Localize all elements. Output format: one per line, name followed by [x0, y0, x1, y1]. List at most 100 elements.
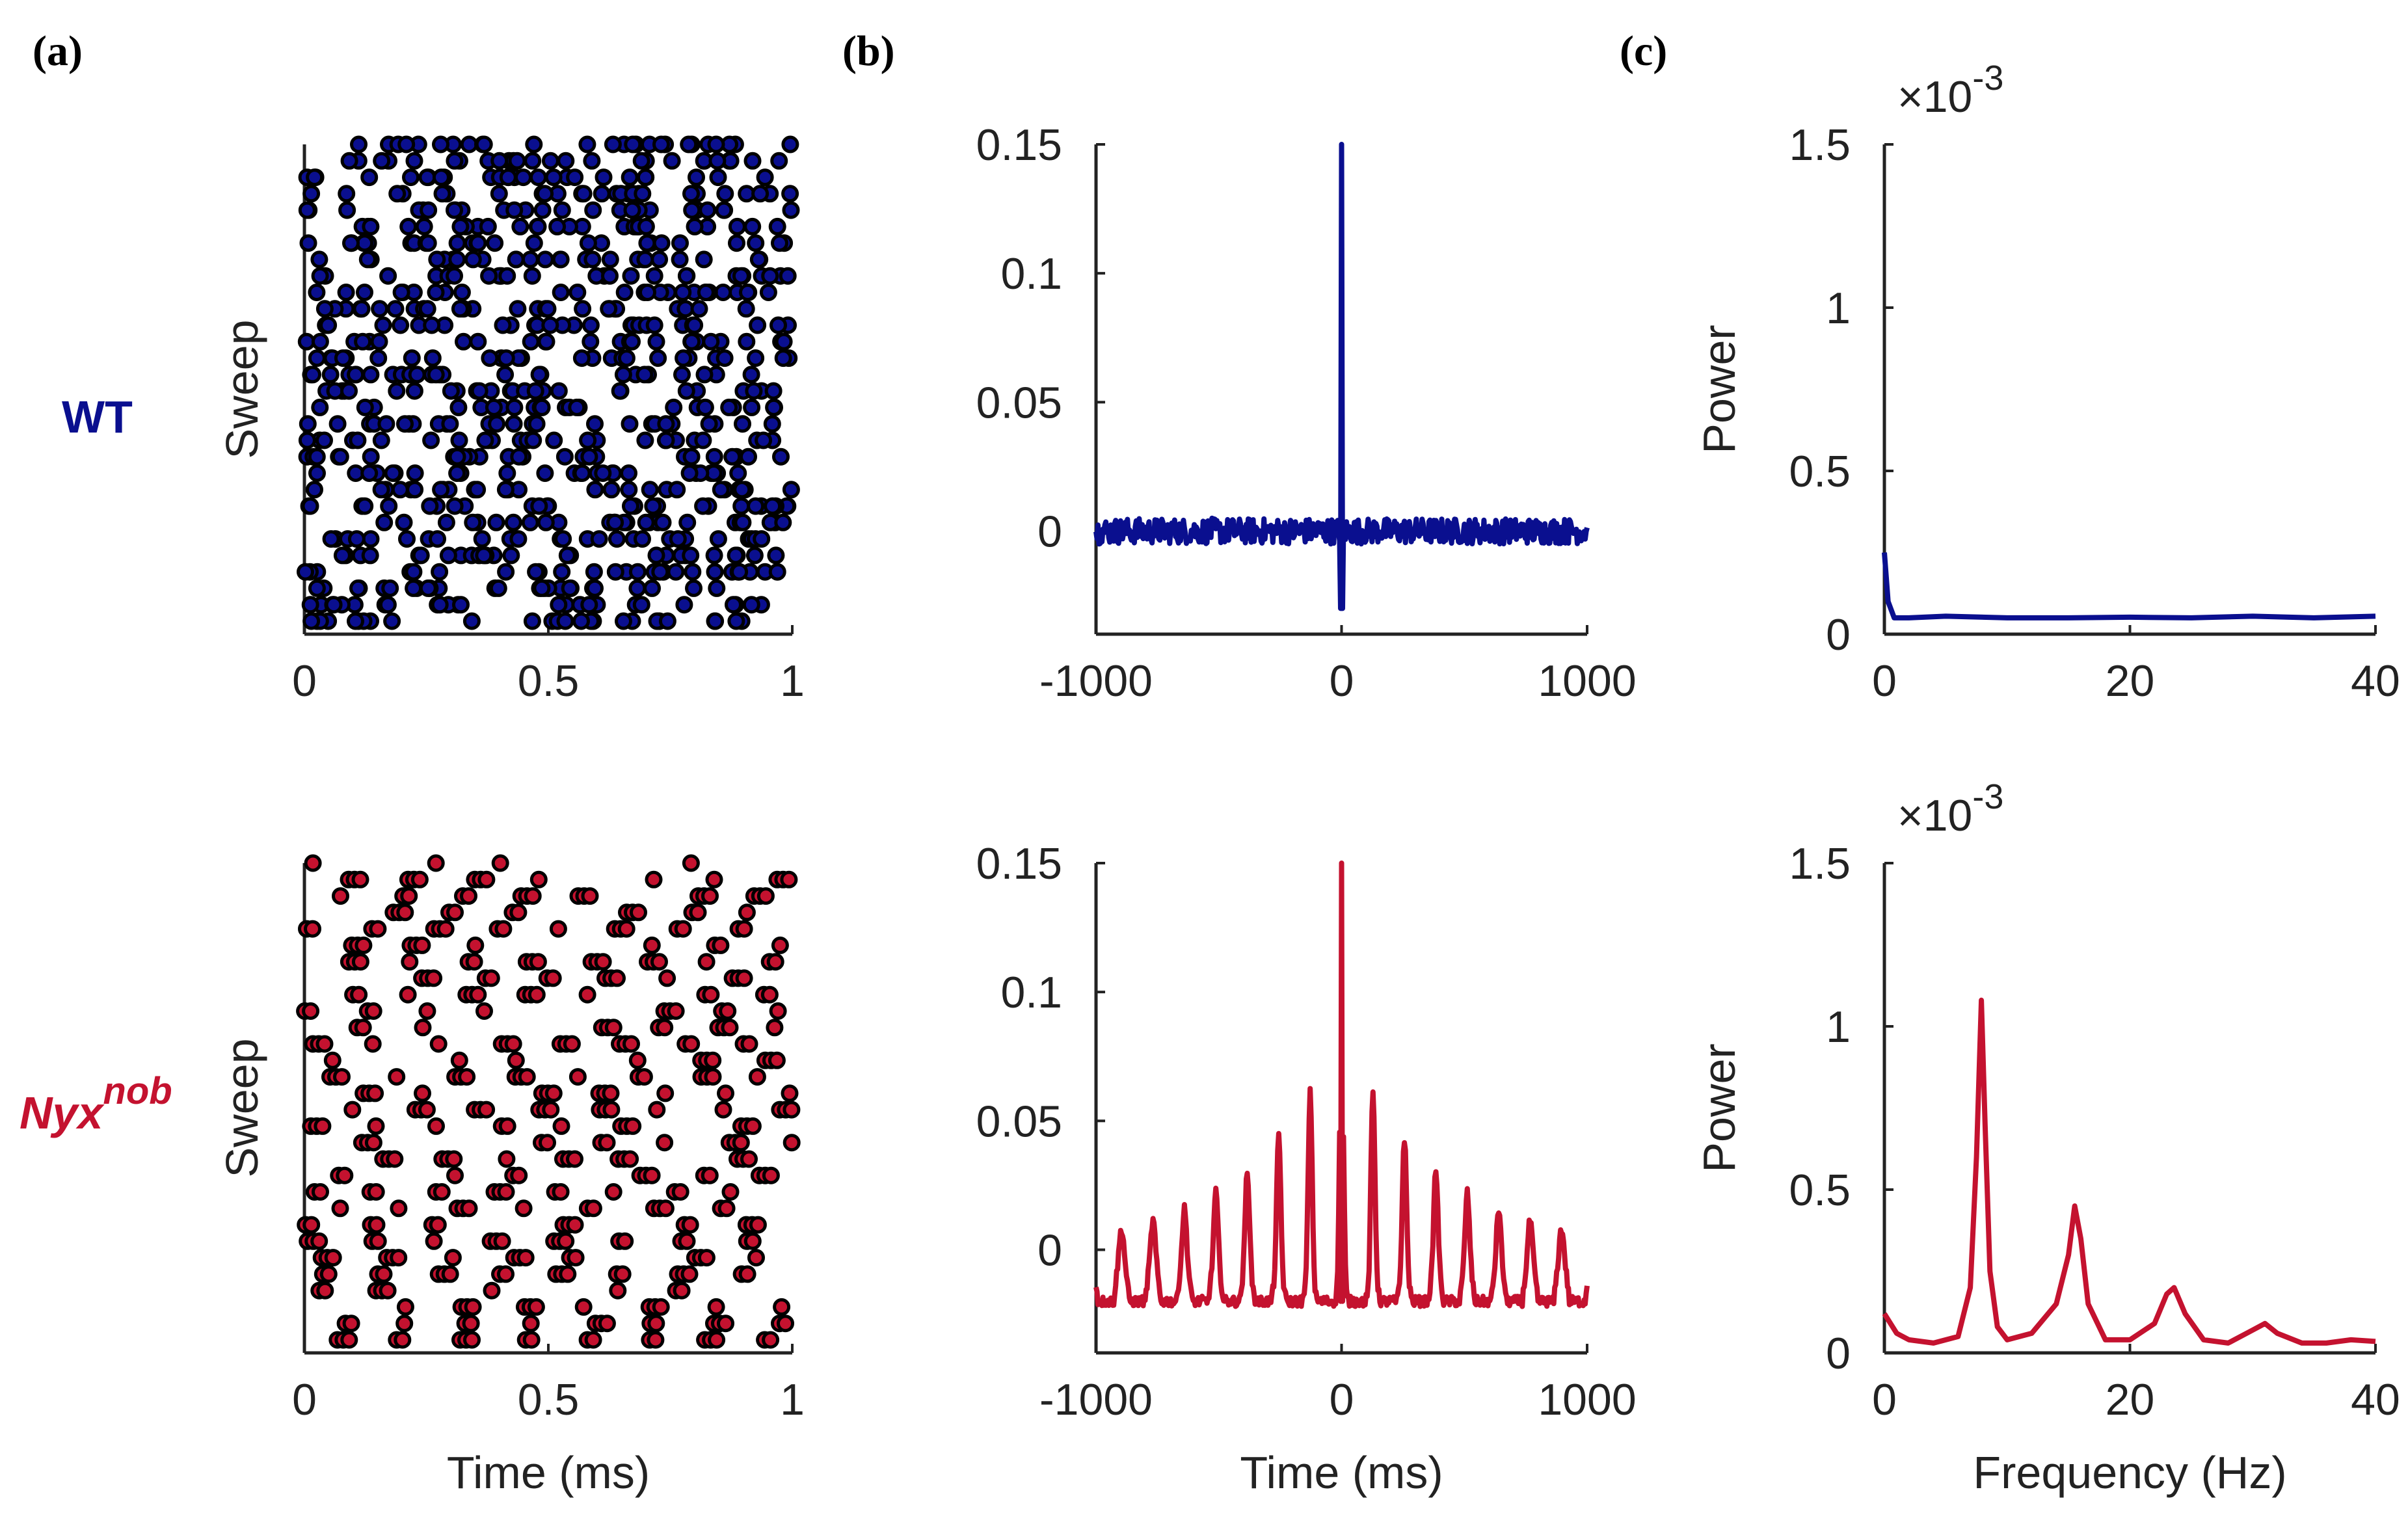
raster_nyx-spike — [769, 1002, 787, 1020]
raster_wt-spike — [594, 464, 612, 482]
raster_nyx-spike — [701, 1166, 719, 1184]
raster_wt-spike — [743, 217, 762, 235]
raster_wt-spike — [306, 168, 324, 187]
raster_wt-spike — [415, 217, 433, 235]
raster_wt-spike — [356, 398, 374, 416]
raster_wt-spike — [685, 579, 702, 597]
raster_wt-spike — [585, 563, 603, 581]
raster_wt-spike — [504, 513, 522, 531]
raster_wt-spike — [657, 431, 675, 449]
raster_wt-spike — [497, 563, 515, 581]
raster_wt-spike — [578, 135, 596, 154]
raster_wt-spike — [765, 398, 783, 416]
raster_nyx-spike — [497, 1183, 515, 1201]
raster_wt-spike — [537, 332, 555, 351]
raster_wt-spike — [370, 332, 388, 351]
raster_wt-spike — [650, 250, 669, 269]
power_wt-ytick-label: 0.5 — [1789, 447, 1851, 496]
raster_wt-spike — [451, 300, 469, 318]
raster_wt-spike — [432, 481, 450, 499]
raster_wt-spike — [632, 152, 650, 170]
raster_wt-spike — [308, 349, 326, 367]
raster_wt-spike — [586, 481, 604, 499]
raster_wt-spike — [652, 234, 671, 252]
raster_nyx-xtick-label: 0 — [292, 1375, 317, 1424]
raster_nyx-spike — [768, 1051, 786, 1069]
raster_wt-spike — [615, 612, 632, 630]
raster_wt-spike — [774, 513, 792, 531]
raster_nyx-spike — [340, 1331, 358, 1349]
raster_wt-spike — [755, 431, 773, 449]
raster_nyx-spike — [717, 1315, 734, 1333]
raster_nyx-spike — [509, 903, 528, 922]
raster_nyx-spike — [477, 870, 496, 888]
raster_wt-spike — [391, 481, 409, 499]
raster_wt-spike — [310, 250, 328, 269]
autocorr_wt-xtick-label: 1000 — [1538, 656, 1636, 706]
raster_nyx-spike — [777, 1315, 794, 1333]
raster_nyx-spike — [602, 1084, 620, 1102]
raster_wt-spike — [622, 267, 640, 285]
autocorr_nyx-ytick-label: 0.15 — [976, 839, 1062, 888]
raster_nyx-spike — [721, 1183, 740, 1201]
raster_nyx-spike — [522, 1315, 540, 1333]
raster_wt-spike — [606, 563, 624, 581]
raster_nyx-spike — [544, 969, 562, 987]
raster_wt-spike — [405, 152, 423, 170]
power_nyx-exponent: ×10-3 — [1897, 777, 2003, 840]
raster_wt-spike — [470, 382, 488, 400]
raster_wt-spike — [298, 431, 316, 449]
panel-label-c: (c) — [1620, 27, 1667, 75]
autocorr_wt-xtick-label: 0 — [1330, 656, 1354, 706]
raster_wt-spike — [555, 447, 574, 466]
raster_nyx-spike — [574, 1298, 593, 1316]
raster_wt-spike — [671, 234, 689, 252]
raster_wt-spike — [601, 250, 619, 269]
raster_nyx-spike — [364, 1002, 382, 1020]
raster_wt-spike — [707, 135, 725, 154]
power_wt-series-line — [1882, 552, 2376, 621]
raster_nyx-spike — [510, 1166, 528, 1184]
raster_wt-spike — [634, 185, 652, 203]
raster_wt-spike — [515, 168, 532, 187]
raster_nyx-spike — [682, 1035, 701, 1053]
raster_wt-spike — [347, 612, 364, 630]
raster_wt-spike — [677, 267, 695, 285]
raster_wt-spike — [405, 563, 423, 581]
raster_wt-spike — [441, 415, 459, 433]
autocorr_wt-ytick-label: 0.15 — [976, 120, 1062, 170]
raster_wt-spike — [533, 398, 551, 416]
raster_wt-spike — [473, 530, 491, 548]
raster_wt-spike — [695, 366, 714, 384]
raster_nyx-spike — [719, 1002, 737, 1020]
raster_nyx-spike — [567, 1249, 585, 1267]
raster_wt-spike — [373, 152, 391, 170]
raster_nyx: 0 0.5 1 Time (ms) Sweep — [217, 854, 805, 1498]
raster_wt-spike — [319, 316, 338, 334]
raster_nyx-spike — [336, 1166, 354, 1184]
raster_wt-spike — [572, 349, 591, 367]
raster_nyx-spike — [578, 985, 596, 1004]
raster_wt-spike — [511, 217, 529, 235]
raster_wt-spike — [405, 579, 423, 597]
raster_wt-spike — [580, 447, 598, 466]
raster_wt-spike — [628, 563, 647, 581]
raster_nyx-spike — [302, 1002, 320, 1020]
raster_wt-spike — [308, 447, 326, 466]
raster_wt-spike — [782, 481, 800, 499]
raster_nyx-spike — [656, 1019, 674, 1037]
raster_wt-spike — [429, 530, 446, 548]
raster_wt-spike — [298, 201, 316, 219]
raster_wt-spike — [712, 481, 730, 499]
raster_wt-spike — [723, 447, 742, 466]
raster_wt-spike — [533, 579, 551, 597]
raster_wt-spike — [628, 579, 647, 597]
raster_nyx-spike — [697, 953, 716, 971]
raster_wt-spike — [530, 366, 548, 384]
raster_wt-spike — [634, 530, 651, 548]
raster_wt-spike — [322, 530, 340, 548]
raster_wt-spike — [392, 284, 410, 301]
raster_nyx-spike — [522, 1331, 541, 1349]
raster_nyx-spike — [735, 969, 753, 987]
